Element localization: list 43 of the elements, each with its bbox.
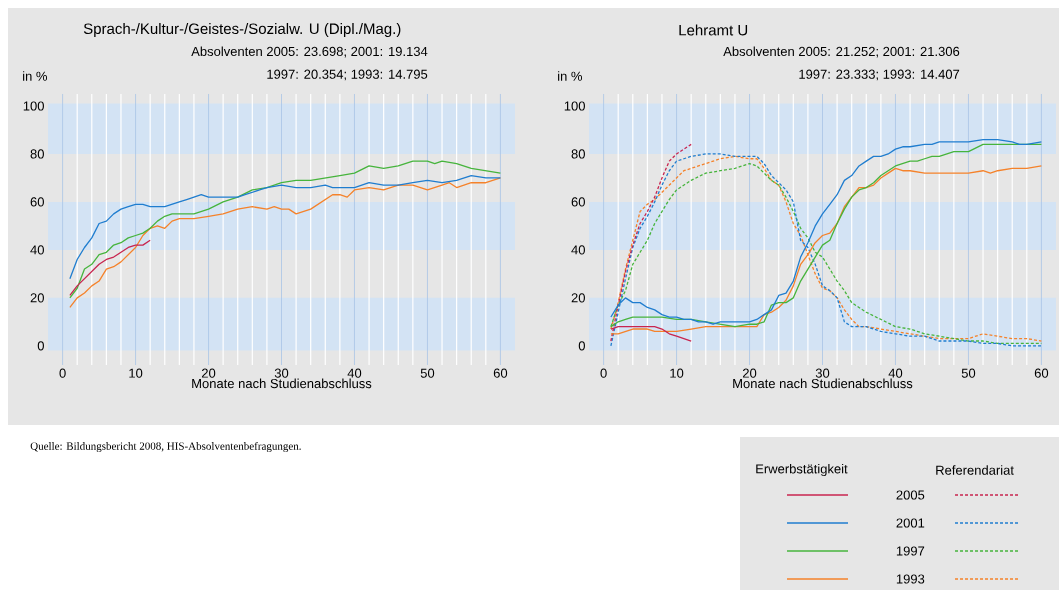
y-tick-label: 20 [30,293,44,303]
y-tick-label: 100 [564,101,585,111]
chart-subtitle: Absolventen 2005: 23.698; 2001: 19.134 [191,46,428,58]
x-axis-title: Monate nach Studienabschluss [192,378,372,389]
y-tick-label: 80 [571,149,585,159]
x-tick-label: 0 [59,368,66,378]
x-tick-label: 10 [129,368,143,378]
x-axis-title: Monate nach Studienabschluss [733,378,913,389]
text: 1997: 20.354; 1993: 14.795 [267,69,428,81]
x-tick-label: 10 [670,368,684,378]
y-tick-label: 100 [23,101,44,111]
text: Referendariat [936,465,1014,475]
x-tick-label: 50 [961,368,976,378]
legend-title: Erwerbstätigkeit [756,463,848,477]
legend-label: 2005 [896,490,925,500]
legend-label: 1997 [896,546,925,556]
y-axis-title: in % [558,71,583,81]
y-tick-label: 80 [30,149,44,159]
y-tick-label: 60 [30,197,44,207]
source-note: Quelle: Bildungsbericht 2008, HIS-Absolventenbefragungen. [30,441,301,453]
y-tick-label: 40 [30,245,44,255]
x-tick-label: 0 [600,368,607,378]
x-tick-label: 20 [742,368,757,378]
y-tick-label: 60 [571,197,585,207]
y-tick-label: 40 [571,245,585,255]
text: 1997: 23.333; 1993: 14.407 [799,69,960,81]
chart-title: Sprach-/Kultur-/Geistes-/Sozialw. U (Dipl./Mag.) [83,23,401,37]
y-tick-label: 0 [37,341,44,351]
x-tick-label: 50 [420,368,435,378]
x-tick-label: 60 [493,368,508,378]
y-tick-label: 20 [571,293,585,303]
chart-subtitle: Absolventen 2005: 21.252; 2001: 21.306 [723,46,960,58]
chart-title: Lehramt U [679,24,748,36]
x-tick-label: 30 [274,368,289,378]
y-axis-title: in % [23,71,48,81]
legend-label: 1993 [896,574,925,584]
x-tick-label: 30 [815,368,830,378]
x-tick-label: 60 [1034,368,1049,378]
y-tick-label: 0 [578,341,585,351]
x-tick-label: 20 [201,368,216,378]
legend-label: 2001 [896,518,925,528]
x-tick-label: 40 [888,368,903,378]
x-tick-label: 40 [347,368,362,378]
